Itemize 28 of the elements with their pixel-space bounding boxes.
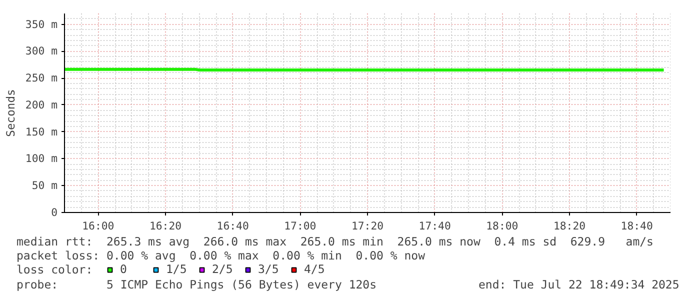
- x-tick-label: 18:20: [553, 220, 586, 232]
- x-tick-label: 17:20: [351, 220, 384, 232]
- legend-title: loss color:: [16, 262, 93, 276]
- legend-label: 4/5: [304, 262, 326, 276]
- x-tick-label: 18:00: [486, 220, 518, 232]
- y-tick-label: 0: [51, 206, 58, 219]
- y-tick-label: 150 m: [25, 125, 58, 138]
- y-axis-title: Seconds: [3, 89, 18, 137]
- x-tick-label: 17:40: [418, 220, 451, 232]
- text: packet loss: 0.00 % avg 0.00 % max 0.00 % min 0.00 % now: [16, 248, 426, 262]
- legend-label: 2/5: [212, 262, 234, 276]
- y-tick-label: 300 m: [25, 44, 58, 58]
- text: end: Tue Jul 22 18:49:34 2025: [478, 278, 680, 292]
- legend-label: 0: [120, 262, 128, 276]
- text: median rtt: 265.3 ms avg 266.0 ms max 265.0 ms min 265.0 ms now 0.4 ms sd 629.9 am/s: [16, 234, 654, 248]
- y-tick-label: 50 m: [32, 179, 58, 192]
- y-tick-label: 250 m: [25, 72, 58, 85]
- legend-label: 3/5: [258, 262, 280, 276]
- x-tick-label: 18:40: [620, 220, 653, 232]
- text: probe: 5 ICMP Echo Pings (56 Bytes) every 120s: [16, 278, 377, 292]
- x-tick-label: 17:00: [284, 220, 316, 232]
- x-tick-label: 16:00: [82, 220, 114, 232]
- legend-label: 1/5: [166, 262, 188, 276]
- y-tick-label: 350 m: [25, 18, 58, 31]
- x-tick-label: 16:20: [149, 220, 182, 232]
- y-tick-label: 200 m: [25, 98, 58, 112]
- y-tick-label: 100 m: [25, 152, 58, 166]
- x-tick-label: 16:40: [216, 220, 249, 232]
